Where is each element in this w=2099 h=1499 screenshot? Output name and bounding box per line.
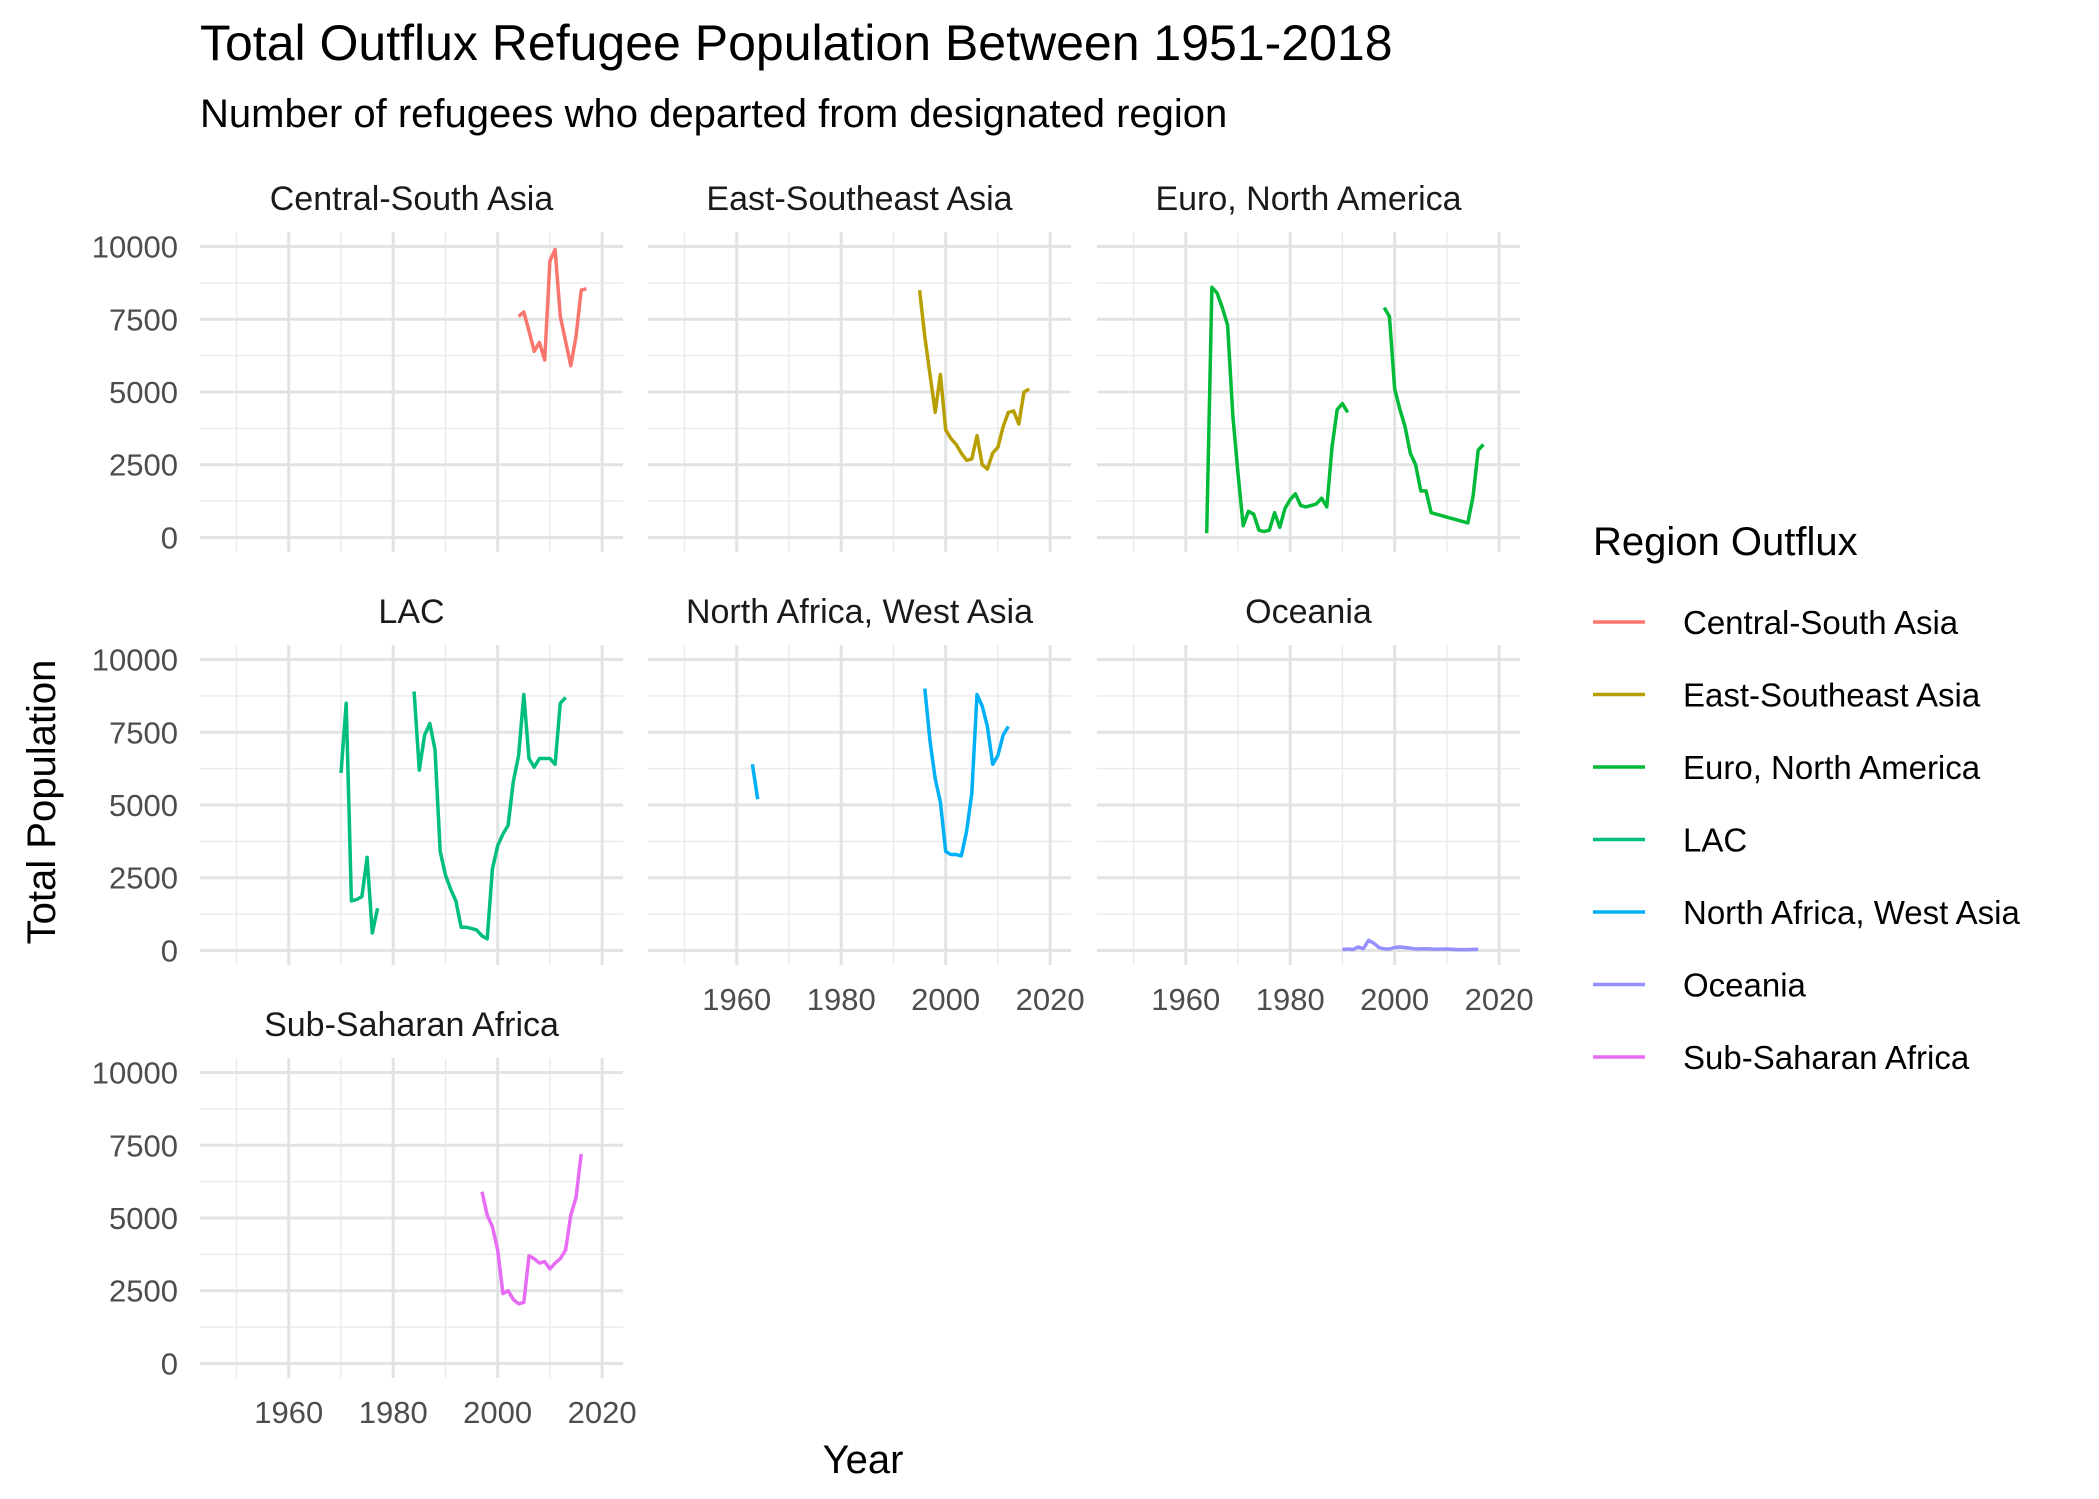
facet-strip-label: Central-South Asia (270, 180, 554, 218)
facet-strip-label: Sub-Saharan Africa (264, 1006, 559, 1044)
y-tick-label: 0 (161, 1346, 178, 1381)
legend-label-oceania: Oceania (1683, 967, 1807, 1004)
y-tick-label: 5000 (109, 1201, 178, 1236)
panel-central-south-asia: Central-South Asia 0 2500 5000 7500 10000 (92, 180, 623, 555)
y-tick-label: 7500 (109, 302, 178, 337)
x-tick-label: 2000 (463, 1395, 532, 1430)
panel-lac: LAC 0 2500 5000 7500 10000 (92, 593, 623, 968)
facet-strip-label: LAC (378, 593, 444, 631)
y-tick-label: 10000 (92, 1056, 178, 1091)
y-axis-label: Total Population (20, 660, 64, 945)
series-line-euro-north-america (1382, 306, 1485, 525)
x-tick-label: 1960 (1151, 982, 1220, 1017)
panel-sub-saharan-africa: Sub-Saharan Africa 0 2500 5000 7500 10000 1960… (92, 1006, 637, 1430)
panel-east-southeast-asia: East-Southeast Asia (648, 180, 1071, 552)
series-line-lac (412, 691, 567, 941)
y-tick-label: 2500 (109, 1274, 178, 1309)
facet-strip-label: North Africa, West Asia (686, 593, 1033, 631)
facet-strip-label: Euro, North America (1155, 180, 1461, 218)
y-tick-label: 5000 (109, 788, 178, 823)
y-tick-label: 10000 (92, 643, 178, 678)
y-tick-label: 7500 (109, 715, 178, 750)
series-line-lac (339, 701, 380, 935)
y-tick-label: 10000 (92, 230, 178, 265)
legend: Region Outflux Central-South Asia East-So… (1593, 520, 2020, 1076)
x-tick-label: 1960 (254, 1395, 323, 1430)
y-tick-label: 0 (161, 520, 178, 555)
series-line-east-southeast-asia (917, 290, 1031, 471)
y-tick-label: 0 (161, 933, 178, 968)
legend-label-north-africa-west-asia: North Africa, West Asia (1683, 894, 2020, 931)
x-tick-label: 2000 (911, 982, 980, 1017)
panel-euro-north-america: Euro, North America (1097, 180, 1520, 552)
legend-label-lac: LAC (1683, 822, 1747, 859)
x-axis-label: Year (823, 1438, 904, 1482)
series-line-north-africa-west-asia (923, 688, 1010, 858)
legend-title: Region Outflux (1593, 520, 1858, 564)
legend-label-east-southeast-asia: East-Southeast Asia (1683, 677, 1981, 714)
facet-strip-label: Oceania (1245, 593, 1372, 631)
series-line-euro-north-america (1204, 285, 1350, 534)
y-tick-label: 5000 (109, 375, 178, 410)
x-tick-label: 2020 (568, 1395, 637, 1430)
x-tick-label: 1960 (702, 982, 771, 1017)
y-tick-label: 7500 (109, 1128, 178, 1163)
facet-strip-label: East-Southeast Asia (706, 180, 1012, 218)
series-line-sub-saharan-africa (480, 1153, 583, 1306)
x-tick-label: 1980 (807, 982, 876, 1017)
panel-oceania: Oceania 1960 1980 2000 2020 (1097, 593, 1534, 1017)
series-line-oceania (1342, 938, 1479, 952)
chart-title: Total Outflux Refugee Population Between… (200, 15, 1393, 71)
legend-label-central-south-asia: Central-South Asia (1683, 604, 1959, 641)
y-tick-label: 2500 (109, 861, 178, 896)
facet-panels: Central-South Asia 0 2500 5000 7500 10000 East… (92, 180, 1534, 1430)
chart-subtitle: Number of refugees who departed from des… (200, 92, 1227, 136)
y-tick-label: 2500 (109, 448, 178, 483)
x-tick-label: 1980 (1256, 982, 1325, 1017)
panel-north-africa-west-asia: North Africa, West Asia 1960 1980 2000 2020 (648, 593, 1085, 1017)
series-line-central-south-asia (517, 247, 587, 368)
x-tick-label: 1980 (359, 1395, 428, 1430)
x-tick-label: 2020 (1016, 982, 1085, 1017)
series-line-north-africa-west-asia (750, 764, 760, 800)
x-tick-label: 2000 (1360, 982, 1429, 1017)
legend-label-euro-north-america: Euro, North America (1683, 749, 1981, 786)
legend-label-sub-saharan-africa: Sub-Saharan Africa (1683, 1039, 1970, 1076)
x-tick-label: 2020 (1465, 982, 1534, 1017)
